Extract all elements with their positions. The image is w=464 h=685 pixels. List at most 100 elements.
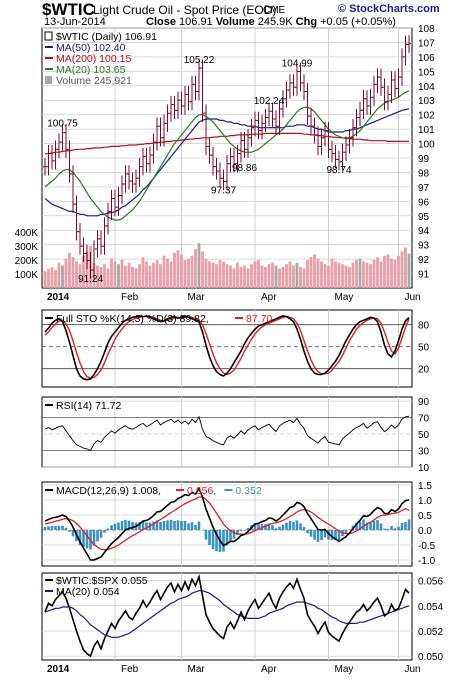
macd-histogram-bar — [131, 521, 134, 530]
macd-histogram-bar — [372, 520, 376, 530]
chg-value: +0.05 (+0.05%) — [320, 16, 396, 28]
sto-tick-label: 80 — [418, 321, 430, 332]
volume-tick-label: 400K — [15, 228, 39, 239]
macd-histogram-bar — [316, 530, 320, 542]
macd-histogram-bar — [166, 520, 169, 530]
volume-bar — [285, 264, 288, 288]
macd-histogram-bar — [313, 530, 316, 540]
volume-bar — [131, 267, 134, 288]
macd-tick-label: 0.5 — [418, 511, 432, 522]
macd-histogram-bar — [383, 528, 386, 530]
volume-bar — [232, 268, 236, 288]
volume-bar — [176, 250, 180, 288]
price-annotation: 100.75 — [47, 119, 78, 130]
month-label: Apr — [261, 292, 277, 303]
macd-histogram-bar — [204, 530, 208, 540]
rsi-tick-label: 10 — [418, 463, 430, 474]
macd-line — [44, 486, 410, 561]
chart-subtitle: Light Crude Oil - Spot Price (EOD) — [93, 3, 277, 17]
sto-legend-label: Full STO %K(14,3) %D(3) 89.82, — [56, 313, 209, 325]
ratio-tick-label: 0.050 — [418, 652, 443, 663]
price-stats: Close 106.91 Volume 245.9K Chg +0.05 (+0… — [146, 16, 396, 28]
month-label-bottom: May — [335, 664, 354, 675]
price-tick-label: 93 — [418, 241, 430, 252]
macd-histogram-bar — [96, 530, 99, 542]
price-annotation: 97.37 — [211, 186, 236, 197]
volume-bar — [134, 268, 138, 288]
macd-histogram-bar — [390, 526, 393, 530]
macd-histogram-bar — [404, 521, 407, 530]
macd-histogram-bar — [376, 520, 379, 530]
macd-histogram-bar — [393, 528, 397, 530]
volume-bar — [292, 265, 295, 288]
macd-histogram-bar — [358, 521, 362, 530]
chart-date: 13-Jun-2014 — [44, 16, 106, 28]
volume-bar — [124, 265, 127, 288]
macd-histogram-bar — [159, 521, 162, 530]
price-legend-item: MA(50) 102.40 — [56, 42, 126, 54]
macd-histogram-bar — [278, 526, 281, 530]
volume-bar — [404, 247, 407, 288]
macd-histogram-bar — [124, 519, 127, 530]
volume-bar — [365, 262, 369, 288]
volume-bar — [309, 257, 313, 288]
volume-bar — [386, 254, 390, 288]
macd-histogram-bar — [232, 530, 236, 539]
volume-tick-label: 200K — [15, 256, 39, 267]
month-label-bottom: Apr — [261, 664, 277, 675]
price-legend-item: $WTIC (Daily) 106.91 — [56, 31, 157, 43]
volume-bar — [397, 255, 400, 288]
volume-bar — [376, 257, 379, 288]
volume-bar — [250, 264, 253, 288]
volume-bar — [99, 267, 103, 288]
volume-bar — [229, 265, 232, 288]
rsi-tick-label: 30 — [418, 447, 430, 458]
month-label-bottom: Feb — [121, 664, 139, 675]
volume-bar — [355, 260, 358, 288]
ratio-legend-label: MA(20) 0.054 — [56, 586, 120, 598]
macd-histogram-bar — [267, 523, 271, 530]
volume-tick-label: 100K — [15, 270, 39, 281]
macd-histogram-bar — [201, 530, 204, 531]
sto-d-line — [44, 315, 410, 379]
macd-histogram-bar — [222, 530, 225, 552]
volume-bar — [358, 258, 362, 288]
volume-bar — [117, 264, 120, 288]
panel-frame — [41, 572, 413, 661]
macd-histogram-bar — [355, 523, 358, 530]
price-tick-label: 102 — [418, 111, 435, 122]
volume-bar — [138, 264, 141, 288]
volume-bar — [274, 265, 278, 288]
volume-bar — [400, 251, 404, 288]
volume-bar — [344, 265, 348, 288]
macd-histogram-bar — [138, 522, 141, 530]
macd-histogram-bar — [407, 519, 411, 530]
chg-label: Chg — [295, 16, 318, 28]
volume-bar — [299, 267, 302, 288]
volume-bar — [295, 262, 299, 288]
volume-bar — [334, 261, 337, 288]
price-tick-label: 95 — [418, 212, 430, 223]
price-legend-item: MA(20) 103.65 — [56, 64, 126, 76]
volume-bar — [113, 261, 117, 288]
volume-bar — [75, 261, 78, 288]
rsi-legend-label: RSI(14) 71.72 — [56, 400, 122, 412]
volume-bar — [253, 261, 257, 288]
macd-histogram-bar — [274, 528, 278, 530]
close-value: 106.91 — [179, 16, 213, 28]
price-tick-label: 108 — [418, 24, 435, 35]
macd-histogram-bar — [295, 520, 299, 530]
brand-logo[interactable]: © StockCharts.com — [338, 3, 440, 15]
volume-bar — [106, 268, 110, 288]
volume-bar — [82, 255, 85, 288]
volume-bar — [327, 265, 330, 288]
month-label: Feb — [121, 292, 139, 303]
close-label: Close — [146, 16, 176, 28]
macd-histogram-bar — [334, 530, 337, 541]
ma200-line — [45, 132, 409, 155]
volume-tick-label: 300K — [15, 242, 39, 253]
volume-bar — [236, 262, 239, 288]
volume-bar — [141, 257, 145, 288]
volume-bar — [320, 261, 323, 288]
volume-bar — [362, 261, 365, 288]
